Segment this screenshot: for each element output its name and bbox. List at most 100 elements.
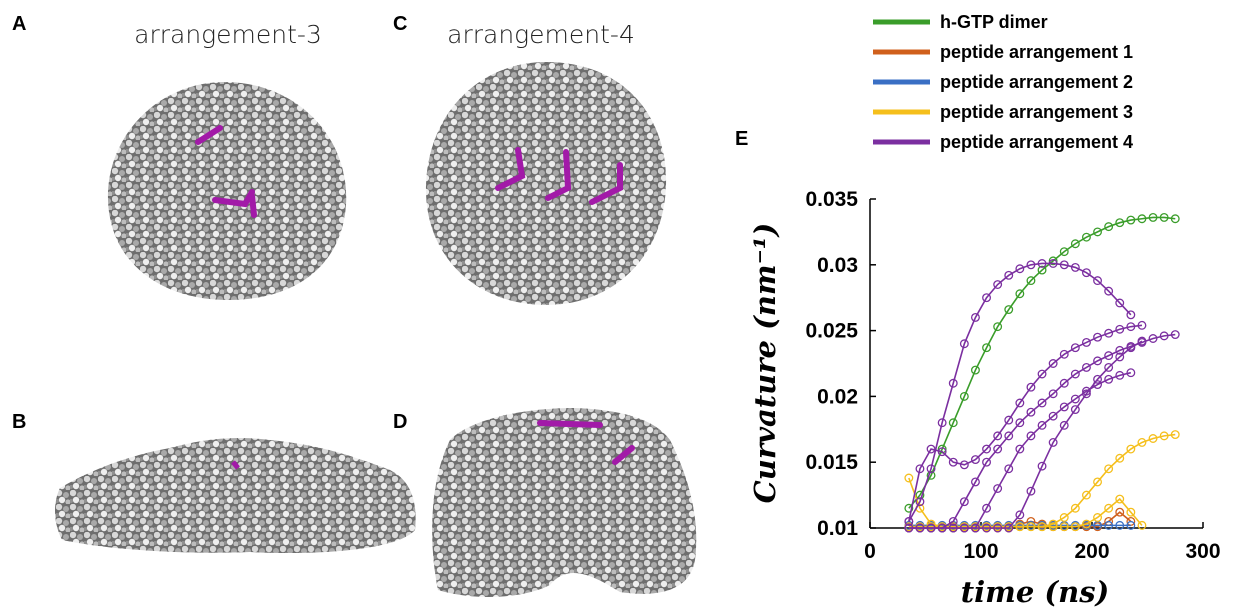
data-point: [993, 444, 1003, 454]
data-point: [948, 378, 958, 388]
data-point: [1059, 247, 1069, 257]
data-point: [1004, 523, 1014, 533]
data-point: [926, 523, 936, 533]
panel-label: C: [393, 13, 407, 35]
data-point: [948, 418, 958, 428]
data-point: [926, 444, 936, 454]
y-axis-label: Curvature (nm⁻¹): [748, 223, 782, 504]
x-tick-label: 0: [864, 540, 876, 563]
data-point: [948, 516, 958, 526]
data-point: [1037, 265, 1047, 275]
y-tick-label: 0.035: [805, 188, 858, 211]
data-point: [904, 503, 914, 513]
data-point: [1048, 389, 1058, 399]
data-point: [1115, 520, 1125, 530]
data-point: [915, 464, 925, 474]
data-point: [1137, 214, 1147, 224]
data-point: [937, 523, 947, 533]
data-point: [1059, 522, 1069, 532]
data-point: [937, 447, 947, 457]
data-point: [1048, 256, 1058, 266]
data-point: [1037, 420, 1047, 430]
data-point: [1104, 351, 1114, 361]
data-point: [1059, 349, 1069, 359]
data-point: [1126, 520, 1136, 530]
data-point: [1126, 444, 1136, 454]
data-point: [1026, 486, 1036, 496]
data-point: [1004, 464, 1014, 474]
series-line: [908, 340, 1143, 529]
data-point: [1104, 222, 1114, 232]
series-line: [908, 262, 1132, 522]
data-point: [1048, 522, 1058, 532]
data-point: [1037, 461, 1047, 471]
data-point: [1004, 305, 1014, 314]
data-point: [915, 490, 925, 500]
data-point: [959, 460, 969, 470]
data-point: [1115, 370, 1125, 380]
data-point: [1104, 503, 1114, 513]
membrane-top-view-c: [425, 62, 667, 305]
data-point: [1070, 343, 1080, 353]
data-point: [948, 523, 958, 533]
data-point: [1104, 328, 1114, 338]
data-point: [1015, 444, 1025, 454]
data-point: [1081, 362, 1091, 372]
data-point: [1093, 374, 1102, 384]
data-point: [904, 473, 914, 483]
data-point: [904, 523, 914, 533]
data-point: [971, 455, 980, 465]
data-point: [1148, 212, 1158, 222]
y-tick-label: 0.03: [817, 254, 858, 277]
data-point: [1015, 398, 1025, 408]
data-point: [1115, 352, 1125, 362]
legend-label: peptide arrangement 3: [940, 102, 1133, 122]
data-point: [993, 484, 1003, 493]
data-point: [1004, 415, 1014, 425]
data-point: [1126, 215, 1136, 225]
data-point: [1126, 368, 1136, 378]
data-point: [1081, 337, 1091, 347]
data-point: [959, 523, 969, 533]
panel-label: E: [735, 128, 748, 150]
data-point: [1081, 232, 1091, 242]
data-point: [1115, 298, 1125, 308]
x-axis-label: time (ns): [961, 575, 1110, 609]
data-point: [1026, 260, 1036, 270]
panel-title: arrangement-3: [134, 20, 322, 49]
data-point: [1104, 374, 1114, 384]
data-point: [937, 444, 947, 454]
data-point: [1070, 405, 1080, 415]
data-point: [993, 431, 1003, 441]
data-point: [1104, 286, 1114, 296]
series-line: [908, 433, 1176, 528]
data-point: [1093, 332, 1102, 342]
data-point: [1070, 239, 1080, 249]
data-point: [1148, 434, 1158, 443]
data-point: [1004, 270, 1014, 280]
data-point: [1059, 420, 1069, 430]
data-point: [982, 457, 991, 467]
data-point: [1093, 227, 1102, 237]
data-point: [971, 365, 980, 375]
data-point: [1137, 336, 1147, 346]
data-point: [1037, 369, 1047, 379]
data-point: [959, 497, 969, 507]
data-point: [1059, 513, 1069, 522]
data-point: [1015, 522, 1025, 532]
data-point: [904, 516, 914, 526]
series-line: [908, 497, 1143, 528]
series-line: [908, 324, 1143, 522]
data-point: [1070, 262, 1080, 272]
data-point: [926, 470, 936, 480]
membrane-side-view-d: [432, 408, 697, 597]
data-point: [1015, 264, 1025, 274]
data-point: [1115, 324, 1125, 334]
data-point: [982, 444, 991, 454]
data-point: [937, 418, 947, 428]
data-point: [1026, 522, 1036, 532]
data-point: [1070, 369, 1080, 379]
data-point: [1048, 411, 1058, 421]
y-tick-label: 0.01: [817, 517, 858, 540]
